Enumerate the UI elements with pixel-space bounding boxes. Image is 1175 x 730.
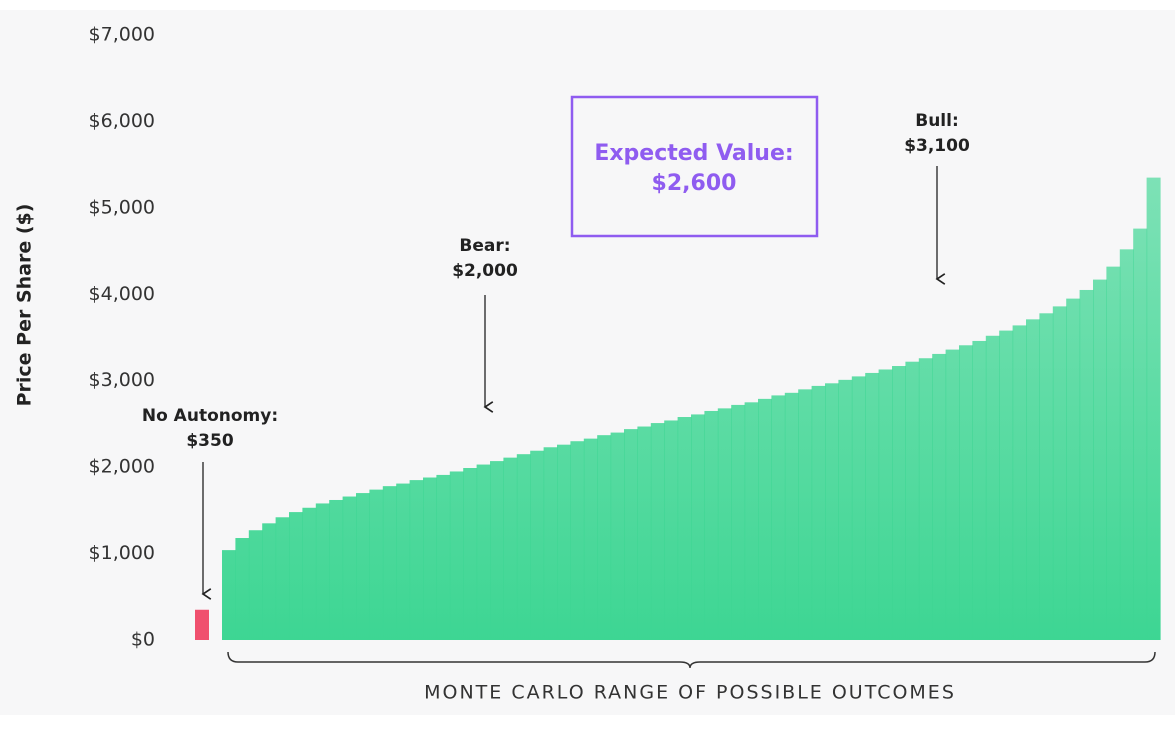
bar [905,361,920,640]
bar [275,517,290,640]
y-tick-label: $4,000 [89,283,155,305]
bar [557,444,571,640]
bar [369,489,384,640]
bar [999,330,1014,640]
bar [811,385,826,640]
bar [892,366,906,640]
bar [530,450,545,640]
annotation-title: Bear: [459,236,510,256]
bar [409,480,424,640]
bar [825,383,839,640]
bar [650,423,665,640]
bar [985,335,1000,640]
bar [262,523,277,640]
x-axis-label: MONTE CARLO RANGE OF POSSIBLE OUTCOMES [424,682,956,704]
bar [851,376,866,640]
bar [731,404,746,640]
bar [342,496,357,640]
bar [717,408,732,640]
bar [1093,279,1107,640]
bar [570,441,585,640]
bar [1133,228,1148,640]
bar [932,353,947,640]
bar [583,438,598,640]
bar [1079,289,1094,640]
bar [865,372,880,640]
brace [227,651,1156,669]
y-tick-label: $1,000 [89,542,155,564]
bar [543,447,558,640]
bar [972,340,987,640]
bar [624,429,638,640]
bar [878,369,893,640]
bar [490,461,504,640]
bar [449,471,464,640]
bar [758,398,772,640]
y-tick-label: $0 [131,629,155,651]
bar [691,414,705,640]
bar [597,435,612,640]
bar [771,395,786,640]
annotation-title: Bull: [915,111,959,131]
y-axis-label: Price Per Share ($) [14,204,36,407]
bar [744,402,759,640]
expected-value-title: Expected Value: [594,141,793,166]
bar [396,483,411,640]
bar [704,410,719,640]
bar [918,358,933,640]
bar [1146,177,1161,640]
bar [356,493,370,640]
bar [838,379,853,640]
bar [1039,313,1054,640]
bar [235,538,250,640]
bar [302,507,317,640]
y-tick-label: $7,000 [89,24,155,46]
no-autonomy-bar [195,609,209,640]
bar [637,426,652,640]
bar [329,499,344,640]
bar [784,392,799,640]
bar [436,474,451,640]
bar [1026,319,1040,640]
bar [959,345,973,640]
y-tick-label: $5,000 [89,196,155,218]
bar [1052,306,1067,640]
annotation-title: No Autonomy: [142,406,278,426]
annotation-label: $350 [186,431,233,451]
bar [1012,325,1027,640]
bar [945,349,960,640]
bar [1106,266,1121,640]
bar [798,389,813,640]
bar [1066,298,1081,640]
bar [463,468,478,640]
y-tick-label: $6,000 [89,110,155,132]
bar [476,464,491,640]
bar [664,420,679,640]
bar [1119,249,1134,641]
annotation-label: $2,000 [452,261,518,281]
bar [423,477,437,640]
annotation-label: $3,100 [904,136,970,156]
bar [610,432,625,640]
bar [503,457,518,640]
y-tick-label: $2,000 [89,456,155,478]
bar [382,486,397,640]
bar [315,503,330,640]
bar [248,530,263,640]
expected-value-label: $2,600 [652,171,737,196]
bar [222,550,236,640]
bar [677,417,692,640]
bar [516,454,531,640]
expected-value-box [570,95,819,238]
bar [289,512,303,640]
y-tick-label: $3,000 [89,369,155,391]
